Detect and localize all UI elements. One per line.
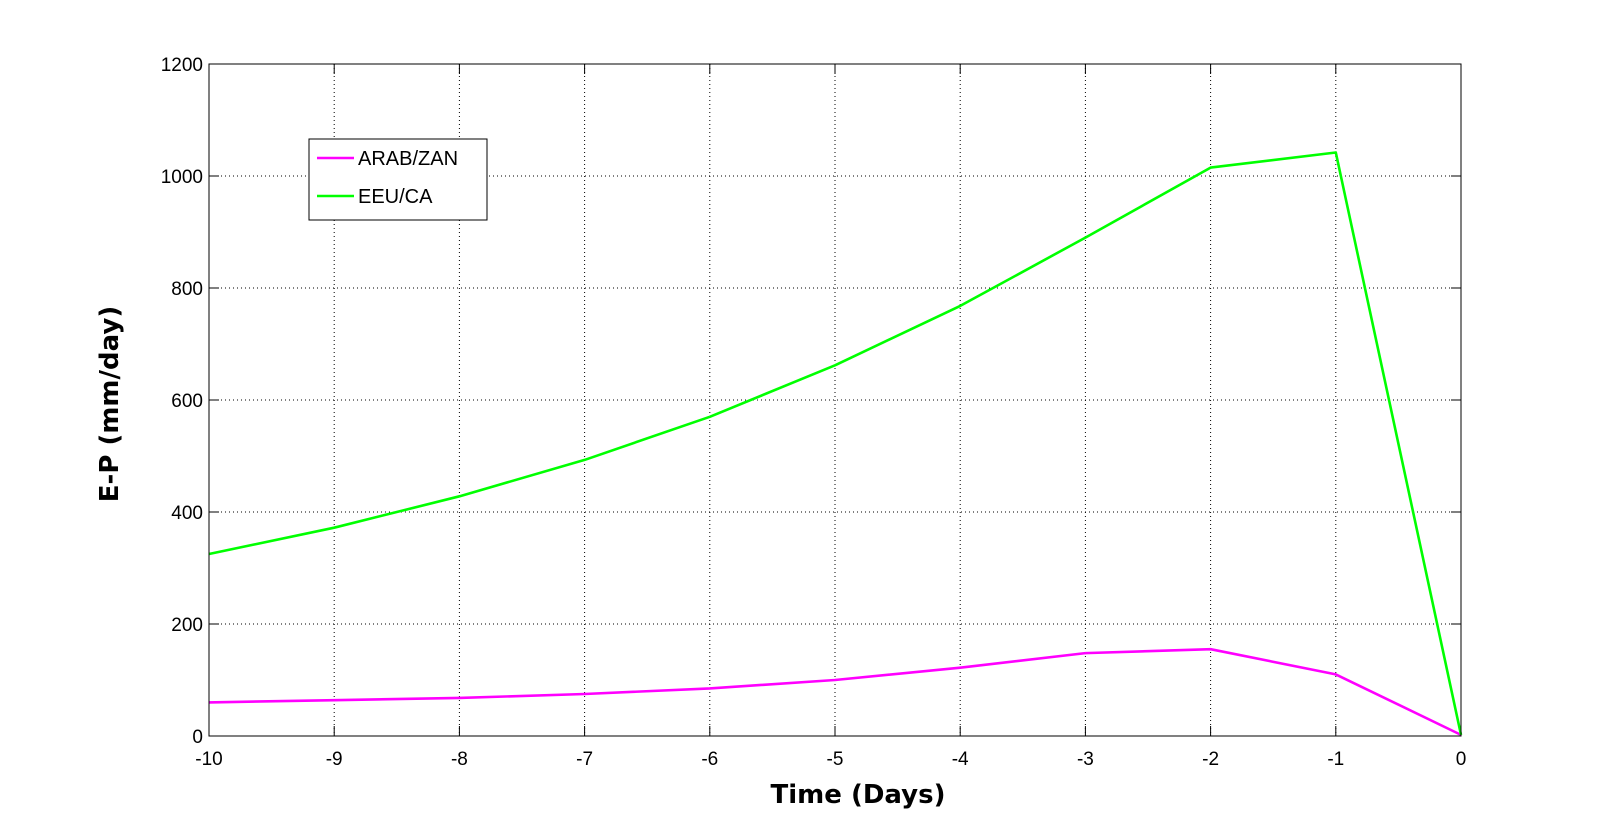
x-tick-label: -7 [576,749,593,770]
legend: ARAB/ZAN EEU/CA [308,138,488,221]
x-tick-label: -6 [701,749,718,770]
x-tick-label: -8 [451,749,468,770]
x-tick-label: -10 [195,749,222,770]
x-tick-label: -5 [827,749,844,770]
ticks [208,63,1462,737]
y-tick-label: 1000 [161,167,203,188]
x-tick-label: -3 [1077,749,1094,770]
y-tick-labels: 0 200 400 600 800 1000 1200 [161,55,203,748]
y-tick-label: 400 [171,503,203,524]
x-tick-label: -9 [326,749,343,770]
series-line-eeu-ca [208,151,1463,736]
legend-box [308,138,488,221]
y-tick-label: 0 [192,727,203,748]
legend-label-arab-zan: ARAB/ZAN [358,148,458,170]
y-tick-label: 600 [171,391,203,412]
x-axis-title: Time (Days) [771,780,946,810]
x-tick-label: -4 [952,749,969,770]
x-tick-label: 0 [1456,749,1467,770]
y-axis-title: E-P (mm/day) [95,306,125,502]
series-line-arab-zan [208,647,1462,737]
y-tick-label: 1200 [161,55,203,76]
x-tick-labels: -10 -9 -8 -7 -6 -5 -4 -3 -2 -1 0 [195,749,1466,770]
x-tick-label: -2 [1202,749,1219,770]
series-layer [208,151,1463,737]
x-tick-label: -1 [1327,749,1344,770]
y-tick-label: 200 [171,615,203,636]
y-tick-label: 800 [171,279,203,300]
legend-label-eeu-ca: EEU/CA [358,186,433,208]
